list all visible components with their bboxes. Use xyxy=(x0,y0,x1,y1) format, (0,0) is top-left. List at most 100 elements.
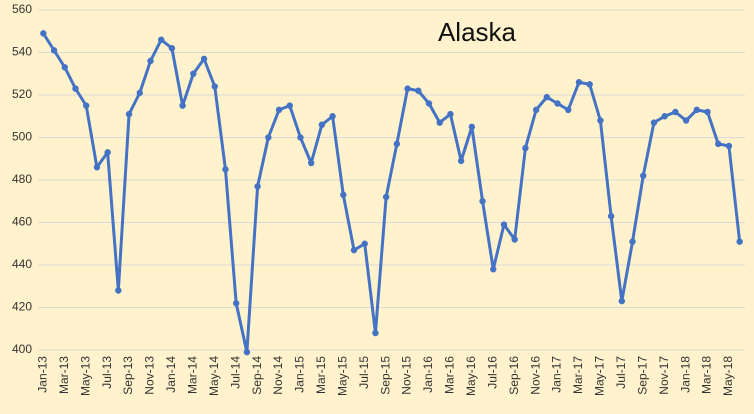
data-point xyxy=(211,83,218,90)
data-point xyxy=(265,134,272,141)
data-point xyxy=(93,164,101,171)
data-point xyxy=(136,89,143,97)
data-point xyxy=(736,238,743,245)
data-point xyxy=(297,134,304,141)
data-point xyxy=(693,106,700,114)
data-point xyxy=(104,149,111,156)
data-point xyxy=(404,85,411,92)
data-point xyxy=(725,142,733,150)
data-point xyxy=(543,93,551,101)
data-line xyxy=(42,32,742,354)
y-tick-label: 540 xyxy=(12,45,32,59)
data-point xyxy=(607,212,615,220)
x-tick-label: Mar-18 xyxy=(700,356,714,394)
data-point xyxy=(147,57,154,65)
x-tick-label: Jan-18 xyxy=(678,356,692,393)
data-point xyxy=(661,113,668,120)
data-point xyxy=(393,140,401,148)
y-tick-label: 420 xyxy=(12,300,32,314)
data-point xyxy=(704,108,711,116)
data-point xyxy=(682,117,690,124)
data-point xyxy=(222,166,229,173)
data-point xyxy=(522,144,529,152)
data-point xyxy=(468,123,476,131)
data-point xyxy=(200,55,208,63)
data-point xyxy=(382,193,390,201)
data-point xyxy=(715,140,722,148)
data-point xyxy=(490,266,497,273)
data-point xyxy=(532,106,540,114)
x-tick-label: Jul-14 xyxy=(228,356,242,389)
x-tick-label: Mar-16 xyxy=(443,356,457,394)
data-point xyxy=(125,110,133,118)
data-point xyxy=(586,81,593,88)
x-tick-label: Sep-15 xyxy=(378,356,392,395)
data-point xyxy=(629,238,636,245)
x-tick-label: Sep-16 xyxy=(507,356,521,395)
data-point xyxy=(511,236,518,243)
data-point xyxy=(672,108,679,116)
data-point xyxy=(157,36,165,43)
data-point xyxy=(40,30,47,37)
x-tick-label: Mar-14 xyxy=(185,356,199,394)
data-point xyxy=(350,246,358,254)
data-point xyxy=(168,45,176,52)
data-point xyxy=(254,183,261,190)
x-tick-label: Mar-13 xyxy=(57,356,71,394)
x-tick-label: Nov-14 xyxy=(271,356,285,395)
chart-title: Alaska xyxy=(438,17,517,47)
data-point xyxy=(415,87,422,94)
data-point xyxy=(318,121,326,128)
data-point xyxy=(500,221,508,228)
x-tick-label: Nov-17 xyxy=(657,356,671,395)
data-point xyxy=(372,329,379,337)
data-point xyxy=(50,47,58,54)
y-tick-label: 400 xyxy=(12,342,32,356)
x-tick-label: Jan-13 xyxy=(36,356,50,393)
data-point xyxy=(72,85,79,92)
data-point xyxy=(329,113,336,120)
data-point xyxy=(479,198,486,205)
data-point xyxy=(61,64,68,71)
x-tick-label: May-15 xyxy=(335,356,349,396)
x-tick-label: Jan-14 xyxy=(164,356,178,393)
data-point xyxy=(554,100,561,107)
data-point xyxy=(275,106,283,114)
data-point xyxy=(618,297,626,305)
data-point xyxy=(361,240,368,247)
x-tick-label: Jan-17 xyxy=(550,356,564,393)
x-tick-label: Jul-17 xyxy=(614,356,628,389)
data-point xyxy=(190,70,197,77)
data-point xyxy=(179,102,186,109)
data-point xyxy=(640,172,647,179)
data-point xyxy=(307,159,315,167)
x-tick-label: May-17 xyxy=(593,356,607,396)
x-tick-label: Sep-13 xyxy=(121,356,135,395)
x-tick-label: Sep-14 xyxy=(250,356,264,395)
y-tick-label: 500 xyxy=(12,130,32,144)
data-point xyxy=(650,119,658,126)
x-tick-label: Jul-15 xyxy=(357,356,371,389)
x-tick-label: Sep-17 xyxy=(635,356,649,395)
data-point xyxy=(565,106,572,114)
y-tick-label: 520 xyxy=(12,87,32,101)
x-tick-label: Nov-15 xyxy=(400,356,414,395)
x-tick-label: Jul-16 xyxy=(485,356,499,389)
x-tick-label: Jul-13 xyxy=(100,356,114,389)
x-tick-label: Jan-16 xyxy=(421,356,435,393)
x-tick-label: Jan-15 xyxy=(293,356,307,393)
data-point xyxy=(447,110,454,118)
x-tick-label: May-16 xyxy=(464,356,478,396)
data-point xyxy=(83,102,90,109)
data-point xyxy=(115,287,122,294)
data-point xyxy=(340,191,347,199)
y-tick-label: 440 xyxy=(12,257,32,271)
data-point xyxy=(457,157,465,165)
x-tick-label: Nov-13 xyxy=(143,356,157,395)
y-tick-label: 560 xyxy=(12,2,32,16)
x-tick-label: May-18 xyxy=(721,356,735,396)
x-tick-label: Mar-17 xyxy=(571,356,585,394)
x-tick-label: May-14 xyxy=(207,356,221,396)
x-tick-label: May-13 xyxy=(78,356,92,396)
